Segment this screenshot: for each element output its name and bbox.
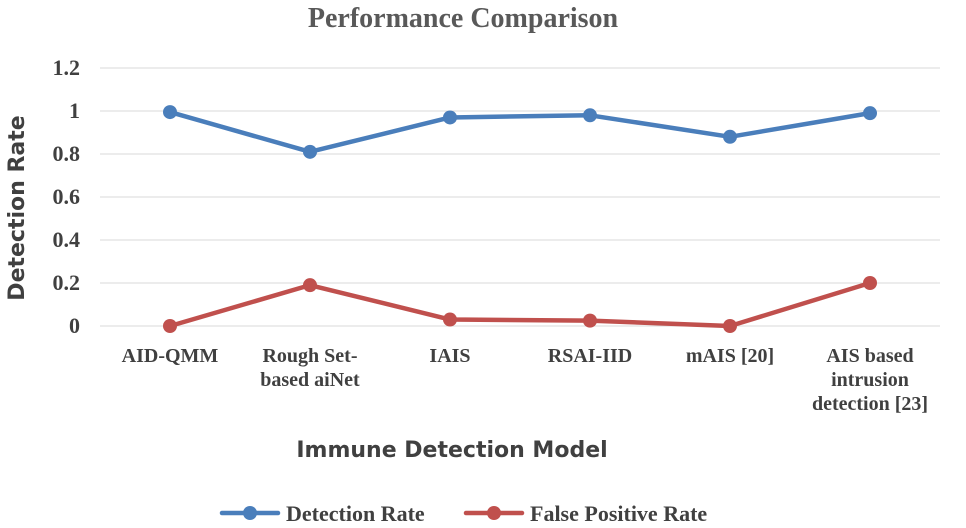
y-tick-label: 1: [69, 98, 80, 123]
y-axis-title: Detection Rate: [5, 115, 30, 300]
series-false-positive-rate: [163, 276, 877, 333]
data-point: [723, 319, 737, 333]
legend-item: Detection Rate: [219, 501, 425, 526]
series-lines: [163, 105, 877, 333]
data-point: [863, 276, 877, 290]
x-category-label: IAIS: [429, 345, 470, 367]
y-axis-ticks: 0 0.2 0.4 0.6 0.8 1 1.2: [53, 55, 81, 338]
y-tick-label: 1.2: [53, 55, 81, 80]
legend-label: False Positive Rate: [530, 501, 707, 526]
data-point: [443, 312, 457, 327]
x-category-label: mAIS [20]: [686, 345, 774, 367]
data-point: [303, 278, 317, 293]
x-axis-categories: AID-QMM Rough Set-based aiNet IAIS RSAI-IID…: [122, 345, 928, 415]
legend-item: False Positive Rate: [463, 501, 707, 526]
y-tick-label: 0.4: [53, 227, 81, 252]
x-axis-title: Immune Detection Model: [296, 438, 607, 463]
data-point: [443, 110, 457, 125]
y-tick-label: 0.8: [53, 141, 81, 166]
data-point: [163, 319, 177, 333]
series-line: [167, 109, 873, 155]
chart-title: Performance Comparison: [308, 3, 619, 34]
y-tick-label: 0.2: [53, 270, 81, 295]
x-category-label: AID-QMM: [122, 345, 219, 367]
x-category-label: Rough Set-based aiNet: [260, 345, 360, 391]
series-line: [167, 280, 873, 329]
data-point: [163, 105, 177, 120]
data-point: [583, 313, 597, 328]
x-category-label: RSAI-IID: [548, 345, 632, 367]
data-point: [723, 129, 737, 144]
legend-marker: [243, 506, 257, 520]
legend: Detection Rate False Positive Rate: [219, 501, 707, 526]
data-point: [863, 106, 877, 121]
y-tick-label: 0: [69, 313, 80, 338]
data-point: [303, 144, 317, 159]
legend-label: Detection Rate: [286, 501, 425, 526]
gridlines: [100, 67, 940, 327]
y-tick-label: 0.6: [53, 184, 81, 209]
legend-marker: [487, 506, 501, 520]
x-category-label: AIS based intrusion detection [23]: [812, 345, 928, 415]
data-point: [583, 108, 597, 123]
series-detection-rate: [163, 105, 877, 159]
